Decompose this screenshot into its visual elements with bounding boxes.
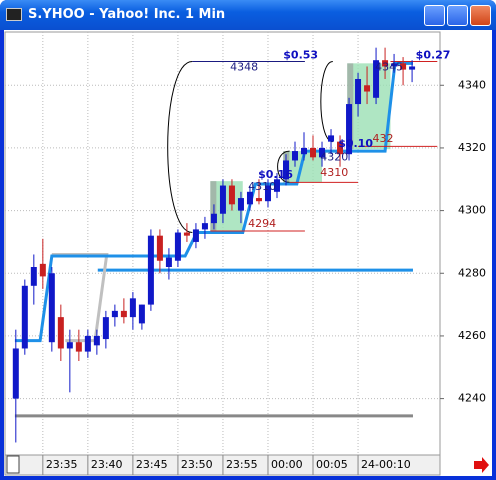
candle-body: [30, 267, 37, 286]
candle-body: [219, 185, 226, 214]
candle-body: [292, 151, 298, 161]
x-tick-label: 23:35: [46, 458, 78, 471]
candle-body: [102, 317, 109, 340]
candle-body: [310, 147, 317, 158]
app-icon: [6, 8, 22, 21]
close-button[interactable]: [470, 5, 491, 26]
candle-body: [12, 348, 19, 399]
overlay-line: [51, 252, 109, 343]
y-tick-label: 4340: [458, 78, 486, 91]
candle-body: [237, 198, 244, 211]
annotation: 4345: [375, 60, 403, 73]
candle-body: [282, 160, 289, 180]
annotation: 4310: [248, 180, 276, 193]
candle-body: [246, 191, 253, 205]
annotation: $0.16: [258, 168, 293, 181]
candle-body: [228, 185, 235, 205]
candle-body: [373, 60, 380, 98]
annotation: $0.27: [416, 49, 451, 62]
title-bar: S.YHOO - Yahoo! Inc. 1 Min: [0, 0, 496, 30]
minimize-button[interactable]: [424, 5, 445, 26]
candle-body: [48, 273, 55, 343]
annotation: $0.53: [283, 49, 318, 62]
candle-body: [156, 235, 163, 261]
annotation: 4310: [320, 166, 348, 179]
overlay-line: [14, 61, 413, 343]
y-tick-label: 4280: [458, 266, 486, 279]
candle-body: [319, 147, 326, 158]
candle-body: [174, 232, 181, 261]
x-tick-label: 24-00:10: [361, 458, 411, 471]
candle-body: [192, 229, 199, 242]
candle-body: [147, 235, 154, 305]
candle-body: [210, 213, 217, 224]
x-tick-label: 23:45: [136, 458, 168, 471]
candle-body: [120, 310, 127, 318]
candle-body: [255, 198, 262, 202]
candle-body: [355, 79, 362, 105]
x-tick-label: 00:00: [271, 458, 303, 471]
candle-body: [21, 285, 28, 349]
y-tick-label: 4260: [458, 329, 486, 342]
candle-body: [93, 335, 100, 346]
scroll-right-arrow[interactable]: [474, 457, 489, 473]
x-tick-label: 23:50: [181, 458, 213, 471]
candle-body: [400, 63, 407, 70]
candle-body: [391, 63, 398, 67]
candle-body: [346, 104, 353, 155]
y-tick-label: 4240: [458, 392, 486, 405]
y-tick-label: 4320: [458, 141, 486, 154]
arc: [167, 60, 193, 234]
annotation: $0.10: [338, 137, 373, 150]
candle-body: [129, 298, 136, 318]
x-tick-label: 23:40: [91, 458, 123, 471]
candle-body: [409, 66, 416, 70]
scroll-box[interactable]: [6, 455, 20, 474]
candle-body: [337, 141, 344, 155]
candle-body: [66, 342, 73, 349]
candle-body: [364, 85, 371, 92]
x-tick-label: 00:05: [316, 458, 348, 471]
annotation: 4348: [230, 60, 258, 73]
y-tick-label: 4300: [458, 204, 486, 217]
candle-body: [183, 232, 190, 236]
annotation: 4294: [248, 217, 276, 230]
annotation: 4320: [320, 150, 348, 163]
candle-body: [138, 304, 145, 324]
candle-body: [111, 310, 118, 318]
candle-body: [84, 335, 91, 352]
candle-body: [382, 60, 389, 67]
candle-body: [201, 223, 208, 230]
candle-body: [75, 342, 82, 352]
candle-body: [165, 257, 172, 267]
zone-shade: [210, 181, 217, 233]
window-title: S.YHOO - Yahoo! Inc. 1 Min: [28, 7, 226, 22]
candle-body: [328, 135, 335, 142]
candle-body: [273, 179, 280, 192]
maximize-button[interactable]: [447, 5, 468, 26]
annotation: 432: [372, 132, 393, 145]
candle-body: [57, 317, 64, 349]
candle-body: [39, 263, 46, 277]
zone: [347, 63, 391, 150]
candle-body: [301, 147, 308, 155]
candle-body: [264, 185, 271, 202]
x-tick-label: 23:55: [226, 458, 258, 471]
